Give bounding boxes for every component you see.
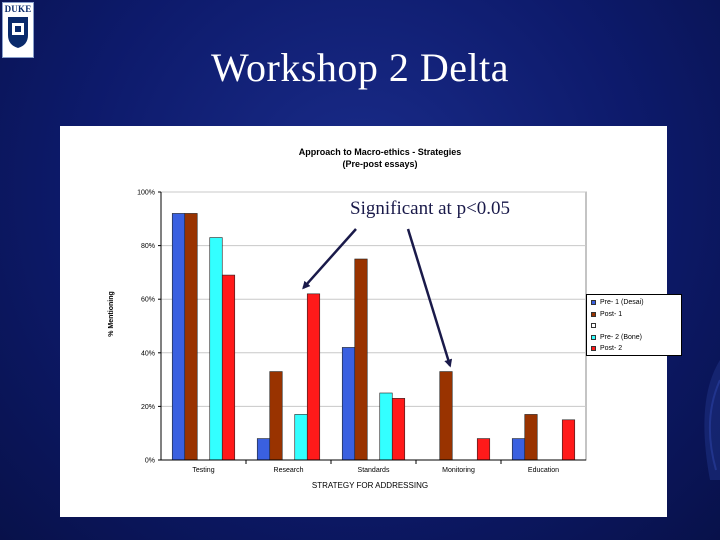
bar [209, 237, 223, 461]
duke-logo: DUKE [2, 2, 34, 58]
legend-label: Post- 1 [600, 310, 623, 318]
legend-swatch [591, 334, 596, 340]
axes [160, 192, 586, 461]
legend-item: Post- 2 [591, 343, 677, 355]
legend-label: Pre- 2 (Bone) [600, 333, 643, 341]
bar [476, 438, 491, 461]
arrow-to-monitoring [406, 228, 453, 368]
y-tick-label: 60% [141, 297, 155, 304]
x-axis-label: STRATEGY FOR ADDRESSING [311, 481, 429, 490]
decorative-swoosh [704, 360, 720, 480]
bar [269, 371, 283, 461]
shield-icon [8, 17, 28, 48]
bar [221, 274, 236, 461]
y-tick-label: 40% [141, 350, 155, 357]
y-tick-label: 0% [145, 458, 155, 465]
legend-item: Pre- 2 (Bone) [591, 332, 677, 344]
legend-item: Post- 1 [591, 309, 677, 321]
chart-subtitle: (Pre-post essays) [342, 159, 418, 169]
bar-chart: 0% 20% 40% 60% 80% 100% Testing Research Standar… [137, 190, 587, 475]
x-tick-label: Research [274, 467, 304, 474]
annotation-arrows [302, 228, 453, 368]
x-tick-label: Testing [192, 467, 214, 474]
chart-title: Approach to Macro-ethics - Strategies [298, 147, 462, 157]
bar [171, 213, 186, 461]
x-tick-label: Monitoring [442, 467, 475, 474]
legend: Pre- 1 (Desai) Post- 1 Pre- 2 (Bone) Post- … [586, 294, 682, 356]
significance-annotation: Significant at p<0.05 [350, 198, 511, 219]
bar [294, 414, 308, 461]
legend-item: Pre- 1 (Desai) [591, 297, 677, 309]
legend-swatch [591, 323, 596, 329]
legend-item [591, 320, 677, 332]
bar [524, 414, 538, 461]
y-tick-label: 80% [141, 243, 155, 250]
bars [171, 213, 576, 461]
legend-swatch [591, 346, 596, 352]
bar [439, 371, 453, 461]
legend-label: Pre- 1 (Desai) [600, 299, 644, 307]
bar [256, 438, 271, 461]
arrow-to-research [302, 228, 357, 290]
chart-panel: Approach to Macro-ethics - Strategies (P… [60, 126, 682, 517]
bar [341, 347, 356, 461]
y-tick-label: 100% [137, 190, 155, 197]
x-tick-label: Education [528, 467, 559, 474]
bar [354, 258, 368, 461]
legend-label: Post- 2 [600, 345, 623, 353]
legend-swatch [591, 311, 596, 317]
x-tick-label: Standards [358, 467, 390, 474]
logo-wordmark: DUKE [4, 4, 32, 14]
bar [379, 392, 393, 461]
bar [306, 293, 321, 461]
bar [184, 213, 198, 461]
tick-labels: 0% 20% 40% 60% 80% 100% Testing Research Standar… [137, 190, 559, 475]
y-axis-label: % Mentioning [108, 291, 115, 337]
chart-title-block: Approach to Macro-ethics - Strategies (P… [60, 146, 700, 170]
bar [511, 438, 526, 461]
slide-title: Workshop 2 Delta [210, 45, 510, 90]
legend-swatch [591, 300, 596, 306]
bar [391, 398, 406, 461]
bar [561, 419, 576, 461]
y-tick-label: 20% [141, 404, 155, 411]
